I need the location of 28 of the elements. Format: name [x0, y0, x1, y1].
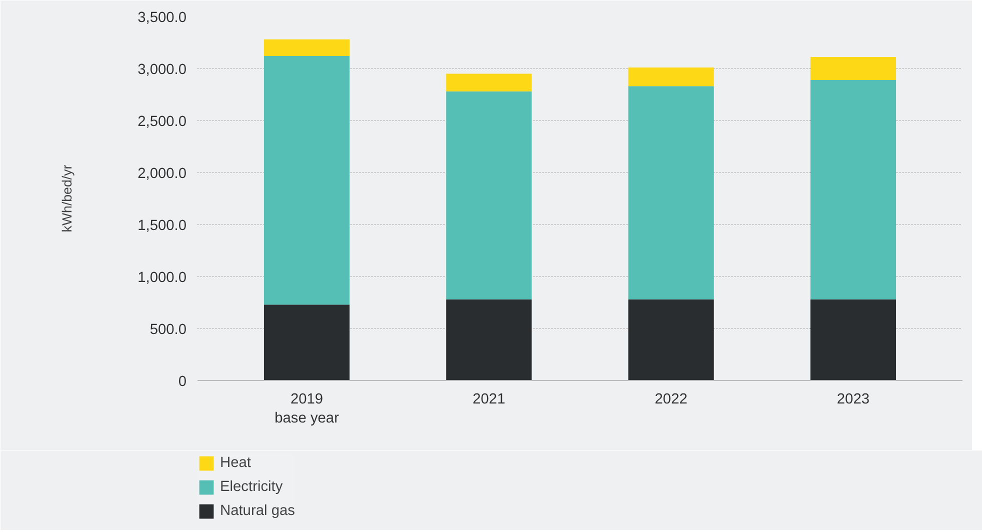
- bar: [264, 39, 350, 56]
- x-tick-label: 2022: [654, 392, 688, 408]
- y-tick-label: 2,500.0: [138, 114, 187, 130]
- bar: [446, 91, 532, 300]
- x-tick-label: 2019 base year: [274, 392, 340, 427]
- legend-label: Heat: [220, 455, 251, 471]
- bar: [446, 74, 532, 92]
- bar: [446, 299, 532, 380]
- bar: [810, 57, 896, 80]
- bar: [264, 304, 350, 380]
- legend-label: Electricity: [220, 479, 283, 495]
- y-tick-label: 500.0: [150, 322, 187, 338]
- y-tick-label: 0: [178, 374, 187, 390]
- bar: [810, 80, 896, 300]
- y-tick-label: 3,500.0: [138, 10, 187, 26]
- bar: [264, 56, 350, 305]
- bar: [628, 299, 714, 380]
- legend-label: Natural gas: [220, 503, 295, 519]
- x-tick-label: 2023: [836, 392, 870, 408]
- y-axis-title: kWh/bed/yr: [60, 164, 75, 232]
- y-tick-label: 1,000.0: [138, 270, 187, 286]
- y-tick-label: 3,000.0: [138, 62, 187, 78]
- x-tick-label: 2021: [472, 392, 506, 408]
- bar: [628, 67, 714, 86]
- y-tick-label: 2,000.0: [138, 166, 187, 182]
- bar: [628, 86, 714, 300]
- bar: [810, 299, 896, 380]
- y-tick-label: 1,500.0: [138, 218, 187, 234]
